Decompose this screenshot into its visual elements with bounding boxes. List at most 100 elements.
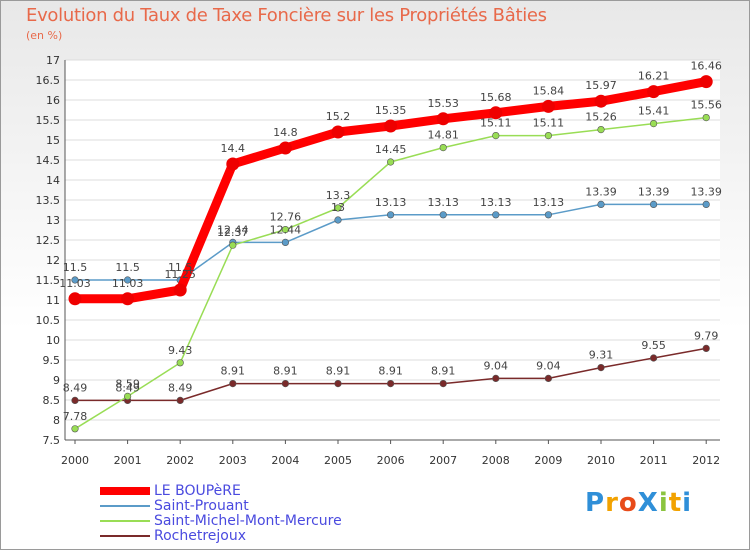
data-label: 13.13: [533, 196, 565, 209]
x-tick-label: 2000: [61, 454, 89, 467]
data-point: [541, 99, 555, 113]
data-point: [173, 283, 187, 297]
y-tick-label: 10: [46, 334, 60, 347]
data-label: 9.79: [694, 329, 719, 342]
data-label: 11.03: [112, 277, 144, 290]
data-label: 16.46: [690, 60, 722, 73]
data-point: [71, 425, 79, 433]
y-tick-label: 16.5: [36, 74, 61, 87]
data-label: 8.91: [273, 365, 298, 378]
data-point: [176, 396, 184, 405]
data-label: 12.37: [217, 226, 249, 239]
data-point: [594, 94, 608, 108]
data-label: 9.43: [168, 344, 193, 357]
data-label: 15.35: [375, 104, 407, 117]
y-tick-label: 14.5: [36, 154, 61, 167]
data-point: [489, 106, 503, 120]
logo-letter: t: [668, 488, 683, 518]
data-point: [439, 211, 447, 219]
data-label: 9.55: [641, 339, 666, 352]
data-point: [334, 204, 342, 212]
data-point: [384, 119, 398, 133]
data-point: [121, 292, 135, 306]
data-label: 15.56: [690, 99, 722, 112]
data-point: [387, 158, 395, 166]
data-label: 8.91: [326, 365, 351, 378]
data-label: 13: [331, 201, 345, 214]
x-tick-label: 2006: [377, 454, 405, 467]
chart-title: Evolution du Taux de Taxe Foncière sur l…: [26, 5, 547, 26]
y-tick-label: 15.5: [36, 114, 61, 127]
x-tick-label: 2001: [114, 454, 142, 467]
x-tick-label: 2010: [587, 454, 615, 467]
data-label: 12.76: [270, 211, 302, 224]
y-tick-label: 14: [46, 174, 60, 187]
legend-label: Saint-Michel-Mont-Mercure: [154, 513, 342, 529]
data-label: 11.5: [63, 261, 88, 274]
data-point: [649, 119, 658, 128]
data-label: 11.5: [168, 261, 193, 274]
data-label: 13.13: [427, 196, 459, 209]
x-tick-label: 2009: [534, 454, 562, 467]
series-layer: [68, 75, 713, 433]
data-point: [334, 216, 342, 224]
y-tick-label: 7.5: [43, 434, 61, 447]
legend-swatch: [100, 520, 150, 522]
data-point: [699, 75, 713, 89]
data-label: 8.49: [168, 381, 193, 394]
data-label: 9.04: [536, 359, 561, 372]
data-point: [278, 141, 292, 155]
data-point: [68, 292, 82, 306]
y-tick-label: 8: [53, 414, 60, 427]
data-label: 14.8: [273, 126, 298, 139]
data-label: 8.91: [221, 365, 246, 378]
legend-label: Saint-Prouant: [154, 498, 249, 514]
data-point: [176, 359, 184, 367]
data-point: [439, 380, 447, 388]
data-label: 15.84: [533, 84, 565, 97]
logo-letter: o: [618, 488, 638, 518]
y-tick-label: 15: [46, 134, 60, 147]
y-tick-label: 11.5: [36, 274, 61, 287]
data-point: [544, 132, 553, 140]
data-label: 13.39: [585, 185, 617, 198]
y-tick-label: 13.5: [36, 194, 61, 207]
data-label: 8.49: [115, 381, 140, 394]
data-point: [387, 380, 395, 388]
data-point: [647, 85, 661, 99]
y-tick-label: 12.5: [36, 234, 61, 247]
data-point: [492, 374, 500, 383]
unit-label: (en %): [26, 29, 63, 42]
data-label: 14.81: [427, 129, 459, 142]
legend-label: LE BOUPèRE: [154, 483, 241, 499]
data-label: 15.2: [326, 110, 351, 123]
y-tick-label: 11: [46, 294, 60, 307]
data-label: 11.03: [59, 277, 91, 290]
data-label: 7.78: [63, 410, 88, 423]
data-point: [597, 364, 605, 372]
axes: 7.588.599.51010.51111.51212.51313.51414.…: [36, 54, 721, 467]
data-label: 13.39: [638, 185, 670, 198]
x-tick-label: 2005: [324, 454, 352, 467]
x-tick-label: 2012: [692, 454, 720, 467]
data-point: [123, 276, 132, 284]
data-point: [387, 211, 395, 219]
data-point: [702, 113, 710, 122]
data-point: [597, 200, 605, 208]
y-tick-label: 9: [53, 374, 60, 387]
data-label: 8.59: [115, 377, 140, 390]
y-tick-label: 16: [46, 94, 60, 107]
data-label: 15.53: [427, 97, 459, 110]
data-point: [281, 226, 290, 234]
data-point: [123, 392, 132, 401]
data-point: [334, 380, 342, 388]
data-point: [436, 112, 450, 126]
data-point: [702, 344, 710, 353]
data-point: [229, 380, 237, 388]
data-label: 15.11: [480, 117, 512, 130]
data-labels: 11.03 11.03 11.25 14.4 14.8 15.2 15.35 15.53 15.…: [59, 60, 722, 423]
logo-letter: X: [637, 488, 659, 518]
data-point: [649, 354, 658, 362]
x-tick-label: 2002: [166, 454, 194, 467]
data-point: [702, 200, 710, 208]
